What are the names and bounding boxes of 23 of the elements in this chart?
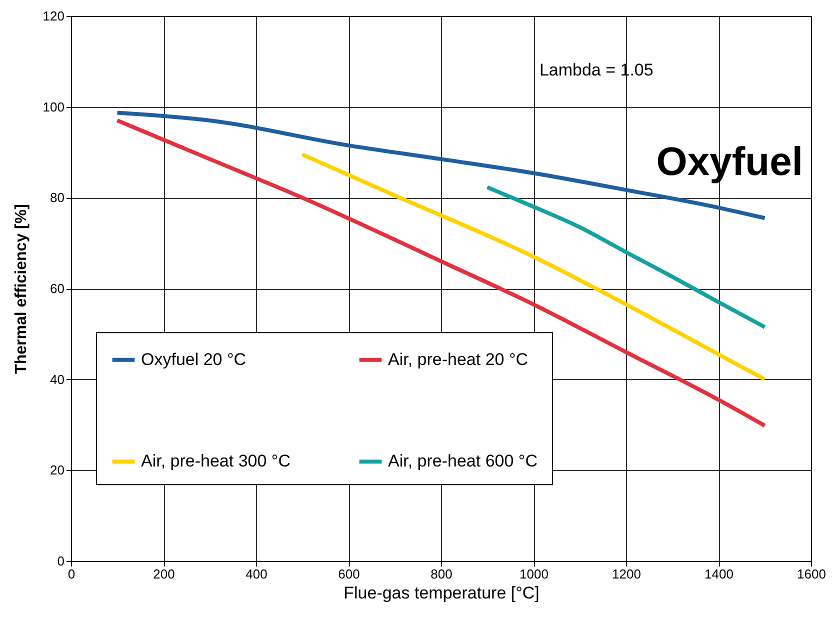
y-tick-label: 40	[50, 372, 64, 387]
legend-label: Air, pre-heat 20 °C	[388, 350, 528, 369]
x-tick-label: 1600	[797, 566, 826, 582]
y-tick-label: 120	[42, 8, 64, 24]
y-tick-label: 20	[50, 462, 64, 478]
y-tick-label: 100	[42, 99, 64, 114]
x-tick-label: 0	[68, 566, 76, 582]
legend-label: Air, pre-heat 600 °C	[388, 452, 538, 471]
x-tick-label: 800	[430, 566, 452, 582]
x-axis-title: Flue-gas temperature [°C]	[344, 584, 540, 602]
y-tick-label: 0	[57, 554, 64, 568]
x-tick-label: 400	[246, 566, 268, 582]
x-tick-label: 1000	[520, 566, 548, 582]
legend-label: Oxyfuel 20 °C	[141, 350, 246, 369]
legend-label: Air, pre-heat 300 °C	[141, 452, 290, 471]
x-tick-label: 1400	[704, 566, 734, 582]
y-tick-label: 80	[50, 190, 64, 206]
x-tick-label: 1200	[612, 566, 641, 582]
y-axis-title: Thermal efficiency [%]	[12, 204, 30, 374]
x-tick-label: 600	[338, 566, 360, 582]
x-tick-label: 200	[153, 566, 175, 582]
y-tick-label: 60	[50, 281, 64, 296]
line-series	[485, 185, 767, 330]
